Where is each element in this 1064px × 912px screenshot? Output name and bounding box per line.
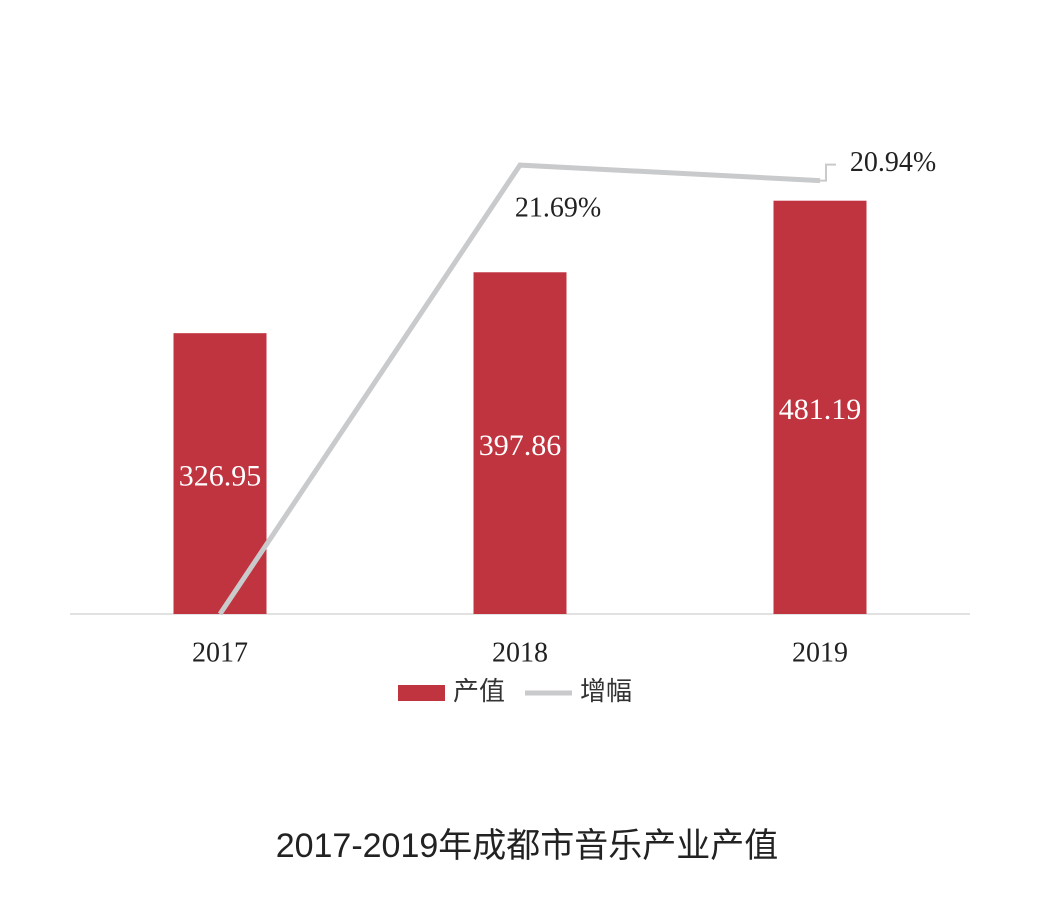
- legend-label: 产值: [453, 677, 505, 706]
- line: [217, 162, 821, 616]
- data-label: 326.95: [179, 459, 262, 492]
- data-label: 481.19: [779, 393, 862, 426]
- data-label: 21.69%: [515, 193, 601, 224]
- data-label: 397.86: [479, 429, 562, 462]
- leader-line: [820, 163, 836, 182]
- x-tick-label: 2019: [792, 637, 848, 668]
- bar: [773, 200, 867, 615]
- chart-title: 2017-2019年成都市音乐产业产值: [276, 827, 779, 865]
- legend-swatch: [398, 685, 445, 701]
- x-tick-label: 2017: [192, 637, 248, 668]
- data-label: 20.94%: [850, 147, 936, 178]
- x-tick-label: 2018: [492, 637, 548, 668]
- legend-label: 增幅: [580, 677, 632, 706]
- bar: [473, 272, 567, 614]
